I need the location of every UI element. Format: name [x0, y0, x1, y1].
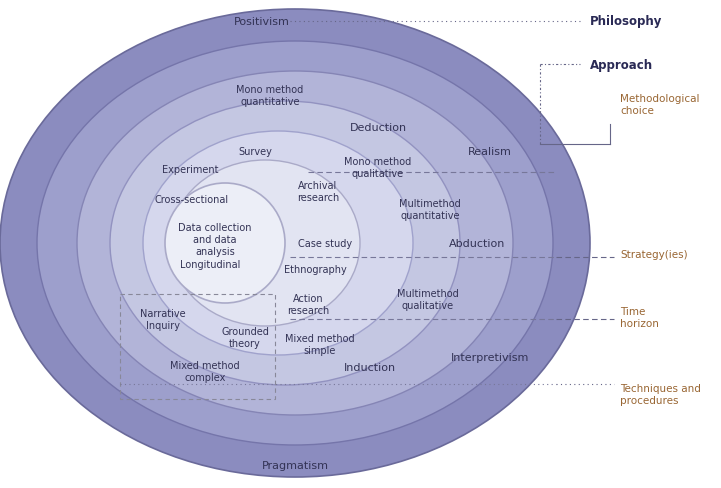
Ellipse shape — [110, 102, 460, 385]
Ellipse shape — [170, 161, 360, 326]
Bar — [120, 294, 275, 399]
Text: Multimethod
quantitative: Multimethod quantitative — [399, 199, 461, 221]
Text: Abduction: Abduction — [448, 239, 505, 248]
Text: Data collection
and data
analysis: Data collection and data analysis — [178, 223, 252, 256]
Text: Methodological
choice: Methodological choice — [620, 94, 699, 116]
Text: Multimethod
qualitative: Multimethod qualitative — [397, 288, 459, 310]
Text: Interpretivism: Interpretivism — [451, 352, 529, 362]
Text: Mixed method
complex: Mixed method complex — [170, 361, 240, 382]
Text: Longitudinal: Longitudinal — [180, 260, 240, 269]
Text: Mono method
qualitative: Mono method qualitative — [345, 157, 412, 179]
Text: Narrative
Inquiry: Narrative Inquiry — [140, 308, 186, 330]
Text: Induction: Induction — [344, 362, 396, 372]
Text: Mixed method
simple: Mixed method simple — [286, 333, 355, 355]
Text: Action
research: Action research — [287, 294, 329, 315]
Text: Cross-sectional: Cross-sectional — [155, 195, 229, 204]
Text: Techniques and
procedures: Techniques and procedures — [620, 384, 701, 405]
Ellipse shape — [0, 10, 590, 477]
Text: Positivism: Positivism — [234, 17, 290, 27]
Text: Realism: Realism — [468, 147, 512, 157]
Text: Pragmatism: Pragmatism — [262, 460, 329, 470]
Text: Case study: Case study — [298, 239, 352, 248]
Text: Strategy(ies): Strategy(ies) — [620, 249, 688, 260]
Text: Archival
research: Archival research — [297, 181, 339, 203]
Ellipse shape — [165, 183, 285, 304]
Text: Survey: Survey — [238, 147, 272, 157]
Text: Ethnography: Ethnography — [283, 264, 346, 274]
Text: Experiment: Experiment — [162, 164, 218, 175]
Ellipse shape — [77, 72, 513, 415]
Text: Approach: Approach — [590, 59, 653, 71]
Text: Time
horizon: Time horizon — [620, 306, 659, 328]
Ellipse shape — [37, 42, 553, 445]
Text: Mono method
quantitative: Mono method quantitative — [236, 85, 304, 106]
Text: Grounded
theory: Grounded theory — [221, 326, 269, 348]
Text: Deduction: Deduction — [350, 123, 407, 133]
Ellipse shape — [143, 132, 413, 355]
Text: Philosophy: Philosophy — [590, 16, 663, 28]
